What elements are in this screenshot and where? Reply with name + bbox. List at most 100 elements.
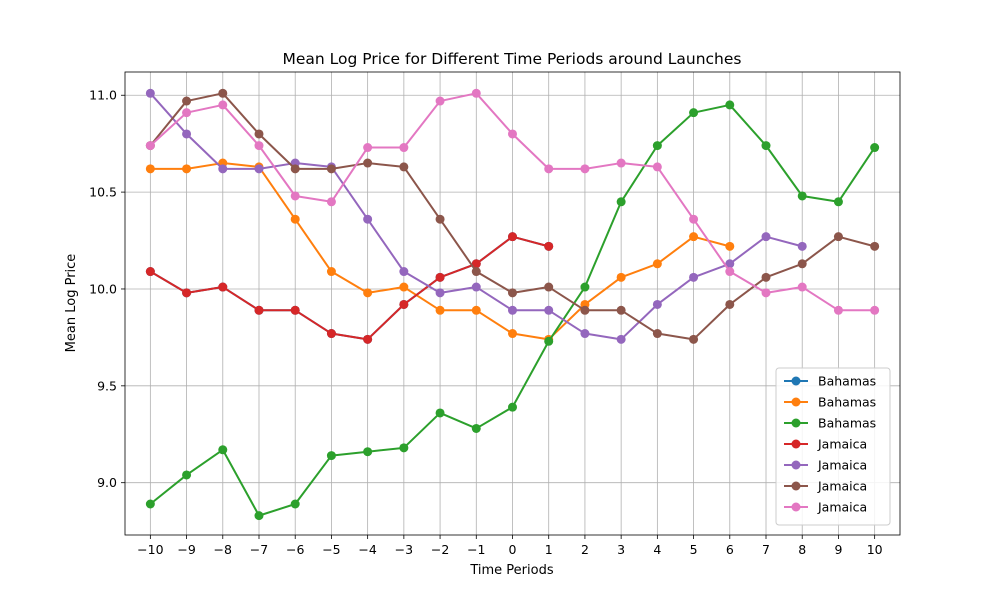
y-axis-label: Mean Log Price [64, 254, 79, 353]
data-point [544, 164, 554, 174]
data-point [254, 164, 264, 174]
x-tick-label: 3 [617, 542, 625, 557]
data-point [689, 214, 699, 224]
data-point [363, 447, 373, 457]
data-point [363, 334, 373, 344]
data-point [508, 288, 517, 298]
data-point [508, 129, 517, 139]
data-point [218, 100, 228, 110]
data-point [508, 232, 517, 242]
legend-item: Bahamas [784, 374, 876, 389]
x-tick-label: 6 [726, 542, 734, 557]
data-point [145, 267, 155, 277]
data-point [544, 336, 554, 346]
data-point [290, 191, 300, 201]
legend-marker [791, 397, 801, 407]
data-point [689, 272, 699, 282]
y-tick-label: 11.0 [89, 88, 117, 103]
data-point [870, 305, 880, 315]
data-point [145, 88, 155, 98]
data-point [471, 267, 481, 277]
chart-title: Mean Log Price for Different Time Period… [283, 50, 742, 68]
data-point [363, 143, 373, 153]
data-point [580, 164, 590, 174]
data-point [145, 164, 155, 174]
x-tick-label: −5 [322, 542, 340, 557]
data-point [725, 299, 735, 309]
legend-label: Jamaica [817, 437, 867, 452]
legend-item: Jamaica [784, 500, 867, 515]
data-point [652, 329, 662, 339]
data-point [508, 402, 517, 412]
data-point [363, 214, 373, 224]
data-point [326, 197, 336, 207]
x-tick-label: 2 [581, 542, 589, 557]
data-point [399, 267, 409, 277]
data-point [218, 164, 228, 174]
data-point [254, 141, 264, 151]
data-point [616, 272, 626, 282]
y-tick-label: 10.5 [89, 185, 117, 200]
data-point [471, 305, 481, 315]
x-tick-label: 7 [762, 542, 770, 557]
legend-label: Bahamas [818, 374, 876, 389]
data-point [145, 141, 155, 151]
data-point [290, 305, 300, 315]
data-point [471, 423, 481, 433]
x-tick-label: −6 [286, 542, 304, 557]
x-tick-label: 1 [545, 542, 553, 557]
series-7-jamaica [145, 88, 880, 315]
data-point [326, 451, 336, 461]
data-point [544, 241, 554, 251]
legend-marker [791, 376, 801, 386]
data-point [182, 108, 192, 118]
data-point [689, 108, 699, 118]
data-point [182, 470, 192, 480]
x-tick-label: −4 [358, 542, 376, 557]
x-tick-label: 0 [509, 542, 517, 557]
data-point [218, 88, 228, 98]
data-point [471, 88, 481, 98]
x-tick-label: −9 [177, 542, 195, 557]
data-point [290, 499, 300, 509]
data-point [435, 305, 445, 315]
legend-label: Jamaica [817, 500, 867, 515]
y-tick-label: 9.5 [97, 378, 117, 393]
data-point [761, 141, 771, 151]
data-point [689, 334, 699, 344]
data-point [218, 282, 228, 292]
data-point [797, 282, 807, 292]
data-point [326, 267, 336, 277]
data-point [471, 259, 481, 269]
legend-marker [791, 502, 801, 512]
data-point [725, 259, 735, 269]
data-point [652, 141, 662, 151]
y-tick-label: 9.0 [97, 475, 117, 490]
data-point [508, 305, 517, 315]
data-point [182, 164, 192, 174]
data-point [797, 191, 807, 201]
legend-marker [791, 418, 801, 428]
legend-marker [791, 460, 801, 470]
data-point [182, 96, 192, 106]
legend-marker [791, 481, 801, 491]
data-point [616, 197, 626, 207]
data-point [326, 329, 336, 339]
data-point [435, 96, 445, 106]
data-point [761, 232, 771, 242]
data-point [833, 305, 843, 315]
data-point [508, 329, 517, 339]
legend-item: Jamaica [784, 479, 867, 494]
data-point [435, 214, 445, 224]
legend-label: Bahamas [818, 416, 876, 431]
data-point [725, 100, 735, 110]
data-point [870, 241, 880, 251]
data-point [544, 305, 554, 315]
data-point [761, 272, 771, 282]
legend-item: Jamaica [784, 458, 867, 473]
data-point [652, 259, 662, 269]
data-point [435, 272, 445, 282]
x-tick-label: 10 [867, 542, 883, 557]
x-tick-label: −7 [250, 542, 268, 557]
y-tick-label: 10.0 [89, 281, 117, 296]
